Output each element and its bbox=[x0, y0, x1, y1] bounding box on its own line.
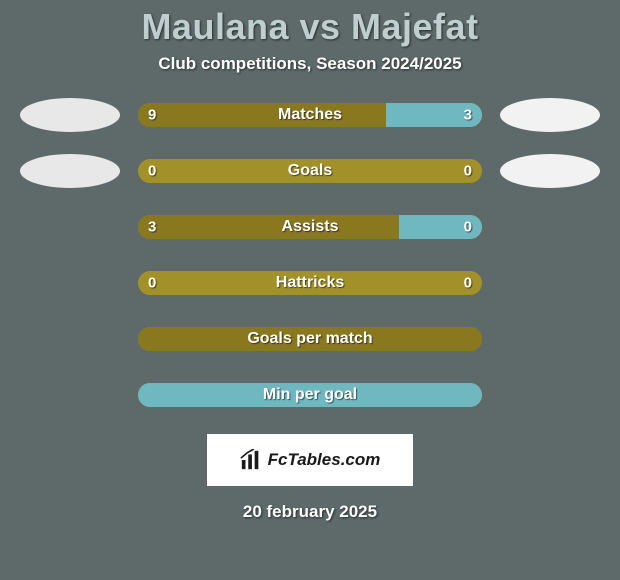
stat-row-mpg: Min per goal bbox=[20, 378, 600, 412]
bar-chart-icon bbox=[240, 449, 262, 471]
stat-label: Goals bbox=[288, 162, 332, 180]
date-text: 20 february 2025 bbox=[243, 502, 377, 522]
stat-bar-matches: 9 Matches 3 bbox=[138, 103, 482, 127]
stat-row-goals: 0 Goals 0 bbox=[20, 154, 600, 188]
subtitle-text: Club competitions, Season 2024/2025 bbox=[158, 54, 461, 74]
stat-label: Hattricks bbox=[276, 274, 344, 292]
stat-row-gpm: Goals per match bbox=[20, 322, 600, 356]
stat-val-right: 0 bbox=[464, 275, 472, 292]
stat-val-right: 0 bbox=[464, 163, 472, 180]
left-ellipse-hidden bbox=[20, 322, 120, 356]
stat-row-matches: 9 Matches 3 bbox=[20, 98, 600, 132]
stat-bar-gpm: Goals per match bbox=[138, 327, 482, 351]
stat-val-left: 9 bbox=[148, 107, 156, 124]
infographic-root: Maulana vs Majefat Club competitions, Se… bbox=[0, 0, 620, 522]
stat-rows: 9 Matches 3 0 Goals 0 3 bbox=[20, 98, 600, 412]
right-ellipse-hidden bbox=[500, 322, 600, 356]
stat-val-left: 0 bbox=[148, 275, 156, 292]
stat-label: Goals per match bbox=[247, 330, 372, 348]
stat-val-left: 0 bbox=[148, 163, 156, 180]
title-text: Maulana vs Majefat bbox=[141, 6, 478, 48]
stat-label: Assists bbox=[282, 218, 339, 236]
left-ellipse-hidden bbox=[20, 266, 120, 300]
fctables-logo: FcTables.com bbox=[207, 434, 413, 486]
stat-bar-hattricks: 0 Hattricks 0 bbox=[138, 271, 482, 295]
stat-val-right: 0 bbox=[464, 219, 472, 236]
stat-bar-mpg: Min per goal bbox=[138, 383, 482, 407]
right-ellipse-hidden bbox=[500, 210, 600, 244]
stat-row-hattricks: 0 Hattricks 0 bbox=[20, 266, 600, 300]
right-ellipse-hidden bbox=[500, 378, 600, 412]
stat-bar-assists: 3 Assists 0 bbox=[138, 215, 482, 239]
left-ellipse-hidden bbox=[20, 378, 120, 412]
left-ellipse-hidden bbox=[20, 210, 120, 244]
left-ellipse bbox=[20, 98, 120, 132]
right-ellipse-hidden bbox=[500, 266, 600, 300]
stat-row-assists: 3 Assists 0 bbox=[20, 210, 600, 244]
stat-val-left: 3 bbox=[148, 219, 156, 236]
right-ellipse bbox=[500, 98, 600, 132]
bar-fill-left bbox=[138, 215, 399, 239]
logo-text: FcTables.com bbox=[268, 450, 381, 470]
stat-label: Matches bbox=[278, 106, 342, 124]
stat-label: Min per goal bbox=[263, 386, 357, 404]
left-ellipse bbox=[20, 154, 120, 188]
stat-bar-goals: 0 Goals 0 bbox=[138, 159, 482, 183]
bar-fill-left bbox=[138, 103, 386, 127]
stat-val-right: 3 bbox=[464, 107, 472, 124]
right-ellipse bbox=[500, 154, 600, 188]
